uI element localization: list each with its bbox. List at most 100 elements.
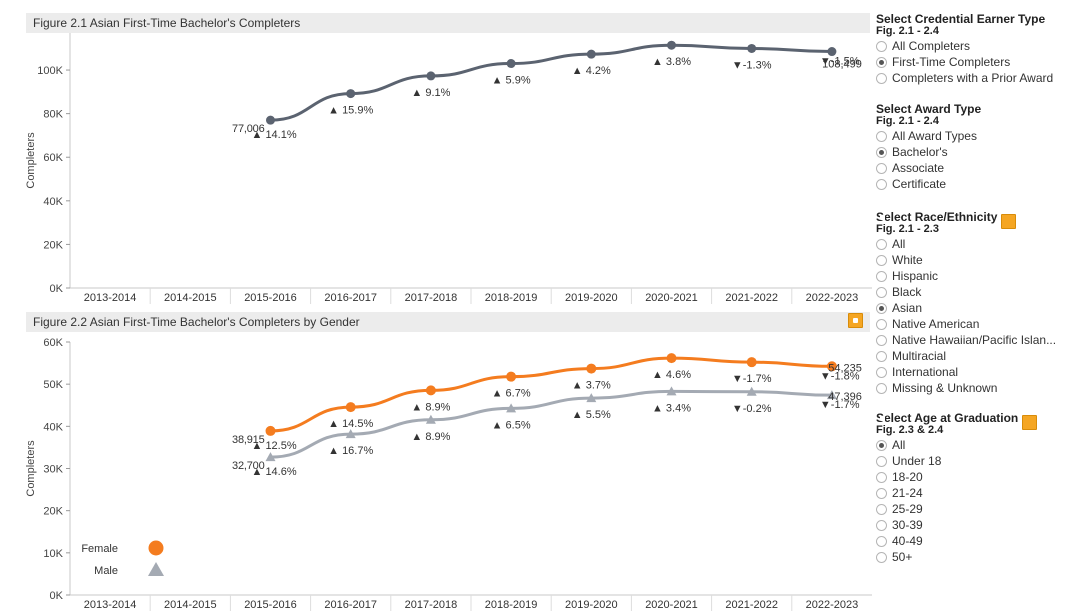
x-tick-label: 2022-2023 <box>806 292 859 304</box>
race-option[interactable]: All <box>876 236 1076 252</box>
data-point <box>827 47 837 57</box>
data-point-triangle <box>425 414 436 424</box>
radio-icon[interactable] <box>876 487 887 499</box>
award-option[interactable]: Associate <box>876 160 1076 176</box>
x-tick-label: 2014-2015 <box>164 599 217 611</box>
y-tick-label: 40K <box>43 196 63 208</box>
radio-icon[interactable] <box>876 238 887 250</box>
radio-icon[interactable] <box>876 146 887 158</box>
percent-change-label: ▼-0.2% <box>732 403 772 415</box>
radio-icon[interactable] <box>876 366 887 378</box>
percent-change-label: ▲ 16.7% <box>328 445 373 457</box>
age-option[interactable]: 30-39 <box>876 517 1076 533</box>
radio-icon[interactable] <box>876 439 887 451</box>
x-tick-label: 2022-2023 <box>806 599 859 611</box>
x-tick-label: 2016-2017 <box>324 599 377 611</box>
credential-option[interactable]: All Completers <box>876 38 1076 54</box>
race-option[interactable]: Missing & Unknown <box>876 380 1076 396</box>
percent-change-label: ▲ 8.9% <box>411 401 450 413</box>
x-tick-label: 2015-2016 <box>244 599 297 611</box>
radio-icon[interactable] <box>876 535 887 547</box>
radio-icon[interactable] <box>876 56 887 68</box>
award-option[interactable]: Bachelor's <box>876 144 1076 160</box>
radio-icon[interactable] <box>876 72 887 84</box>
radio-icon[interactable] <box>876 286 887 298</box>
radio-icon[interactable] <box>876 130 887 142</box>
x-tick-label: 2018-2019 <box>485 599 538 611</box>
race-option[interactable]: Native American <box>876 316 1076 332</box>
y-axis-title: Completers <box>25 132 37 189</box>
radio-icon[interactable] <box>876 551 887 563</box>
x-tick-label: 2017-2018 <box>405 599 458 611</box>
x-tick-label: 2020-2021 <box>645 292 698 304</box>
data-point <box>425 385 436 396</box>
radio-icon[interactable] <box>876 350 887 362</box>
radio-icon[interactable] <box>876 302 887 314</box>
chart2-info-icon[interactable] <box>848 313 863 328</box>
radio-icon[interactable] <box>876 382 887 394</box>
credential-option[interactable]: Completers with a Prior Award <box>876 70 1076 86</box>
age-option[interactable]: 50+ <box>876 549 1076 565</box>
age-option[interactable]: 25-29 <box>876 501 1076 517</box>
credential-options: All Completers First-Time Completers Compl… <box>876 38 1076 86</box>
first-value-label: 38,915 <box>232 434 265 446</box>
chart2-plot: 0K 10K 20K 30K 40K 50K 60K Completers 2013-2014 2… <box>25 337 872 611</box>
radio-icon[interactable] <box>876 270 887 282</box>
award-option-label: All Award Types <box>892 129 977 143</box>
age-filter-heading: Select Age at Graduation <box>876 411 1019 425</box>
x-tick-label: 2018-2019 <box>485 292 538 304</box>
age-option[interactable]: 18-20 <box>876 469 1076 485</box>
race-option-label: Multiracial <box>892 349 947 363</box>
age-option[interactable]: Under 18 <box>876 453 1076 469</box>
race-option[interactable]: Multiracial <box>876 348 1076 364</box>
radio-icon[interactable] <box>876 334 887 346</box>
award-option-label: Associate <box>892 161 945 175</box>
x-tick-label: 2021-2022 <box>725 599 778 611</box>
award-option[interactable]: All Award Types <box>876 128 1076 144</box>
y-tick-label: 60K <box>43 337 63 349</box>
age-option-label: 18-20 <box>892 470 923 484</box>
credential-option-label: Completers with a Prior Award <box>892 71 1054 85</box>
radio-icon[interactable] <box>876 471 887 483</box>
race-option[interactable]: White <box>876 252 1076 268</box>
award-option[interactable]: Certificate <box>876 176 1076 192</box>
race-option-label: Native Hawaiian/Pacific Islan... <box>892 333 1057 347</box>
age-filter: Select Age at Graduation Fig. 2.3 & 2.4 … <box>876 412 1076 565</box>
last-value-label: 108,499 <box>822 59 862 71</box>
triangle-icon <box>148 562 164 576</box>
age-filter-subheading: Fig. 2.3 & 2.4 <box>876 424 944 436</box>
percent-change-label: ▼-1.7% <box>732 373 772 385</box>
percent-change-label: ▲ 8.9% <box>411 431 450 443</box>
radio-icon[interactable] <box>876 455 887 467</box>
chart2-title: Figure 2.2 Asian First-Time Bachelor's C… <box>26 312 870 332</box>
age-filter-info-icon[interactable] <box>1022 415 1038 430</box>
age-option-label: Under 18 <box>892 454 942 468</box>
age-option[interactable]: 40-49 <box>876 533 1076 549</box>
race-option[interactable]: International <box>876 364 1076 380</box>
radio-icon[interactable] <box>876 318 887 330</box>
radio-icon[interactable] <box>876 162 887 174</box>
age-option[interactable]: 21-24 <box>876 485 1076 501</box>
radio-icon[interactable] <box>876 40 887 52</box>
race-option[interactable]: Black <box>876 284 1076 300</box>
race-filter-info-icon[interactable] <box>1001 214 1017 229</box>
data-point-triangle <box>826 390 837 400</box>
y-tick-label: 0K <box>50 590 64 602</box>
credential-option-label: All Completers <box>892 39 971 53</box>
age-option[interactable]: All <box>876 437 1076 453</box>
y-tick-label: 100K <box>37 65 63 77</box>
age-option-label: 50+ <box>892 550 913 564</box>
radio-icon[interactable] <box>876 503 887 515</box>
race-option[interactable]: Asian <box>876 300 1076 316</box>
last-value-label: 47,396 <box>828 391 862 403</box>
radio-icon[interactable] <box>876 254 887 266</box>
legend-label: Female <box>81 543 118 555</box>
credential-option[interactable]: First-Time Completers <box>876 54 1076 70</box>
percent-change-label: ▲ 3.7% <box>572 380 611 392</box>
y-tick-label: 20K <box>43 239 63 251</box>
radio-icon[interactable] <box>876 519 887 531</box>
radio-icon[interactable] <box>876 178 887 190</box>
y-tick-label: 50K <box>43 379 63 391</box>
race-option[interactable]: Native Hawaiian/Pacific Islan... <box>876 332 1076 348</box>
race-option[interactable]: Hispanic <box>876 268 1076 284</box>
